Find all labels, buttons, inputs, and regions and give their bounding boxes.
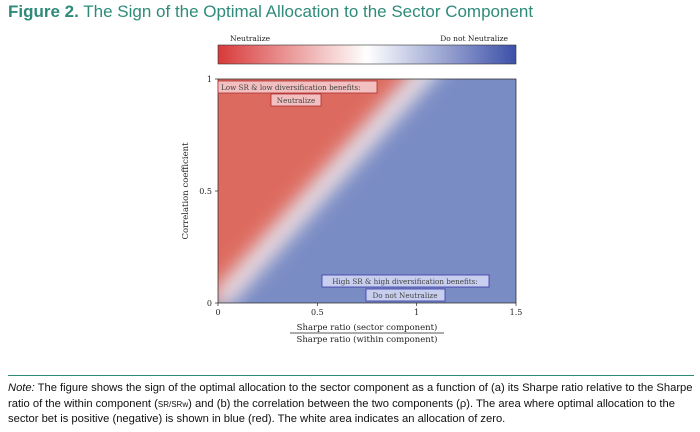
x-tick-label: 0.5: [311, 308, 324, 317]
figure-title: Figure 2. The Sign of the Optimal Alloca…: [8, 2, 533, 22]
colorbar-right-label: Do not Neutralize: [440, 34, 508, 43]
heatmap-field: [218, 79, 516, 303]
low-sr-annotation-text: Low SR & low diversification benefits:: [221, 83, 361, 92]
figure-number: Figure 2.: [8, 2, 79, 21]
neutralize-annotation-box: [270, 93, 322, 107]
y-axis-ticks: 00.51: [199, 75, 218, 308]
neutralize-annotation-text: Neutralize: [277, 96, 315, 105]
x-tick-label: 0: [215, 308, 220, 317]
high-sr-annotation-text: High SR & high diversification benefits:: [332, 277, 478, 286]
y-axis-label: Correlation coefficient: [181, 142, 191, 240]
high-sr-annotation-box: [321, 274, 490, 288]
x-axis-label-denominator: Sharpe ratio (within component): [297, 334, 438, 345]
note-text-before: The figure shows the sign of the optimal…: [8, 382, 693, 410]
x-tick-label: 1: [414, 308, 419, 317]
note-divider: [8, 375, 694, 376]
x-axis-label-numerator: Sharpe ratio (sector component): [297, 322, 438, 333]
colorbar: [217, 44, 517, 65]
note-fraction-symbol: SR/SRw: [157, 399, 189, 409]
x-tick-label: 1.5: [510, 308, 523, 317]
figure-title-text: The Sign of the Optimal Allocation to th…: [83, 2, 534, 21]
figure-note: Note: The figure shows the sign of the o…: [8, 381, 696, 428]
note-text-after: ) and (b) the correlation between the tw…: [8, 397, 675, 426]
do-not-neutralize-annotation-text: Do not Neutralize: [373, 291, 438, 300]
note-label: Note:: [8, 382, 35, 394]
y-tick-label: 1: [207, 75, 212, 84]
zero-allocation-band: [218, 79, 431, 303]
x-axis-ticks: 0 0.5 1 1.5: [215, 303, 522, 317]
allocation-heatmap-chart: Neutralize Do not Neutralize 0 0.5 1 1.5 00…: [181, 34, 522, 345]
do-not-neutralize-annotation-box: [365, 288, 446, 302]
low-sr-annotation-box: [217, 80, 378, 94]
y-tick-label: 0: [207, 299, 212, 308]
colorbar-left-label: Neutralize: [230, 34, 271, 43]
y-tick-label: 0.5: [199, 187, 212, 196]
